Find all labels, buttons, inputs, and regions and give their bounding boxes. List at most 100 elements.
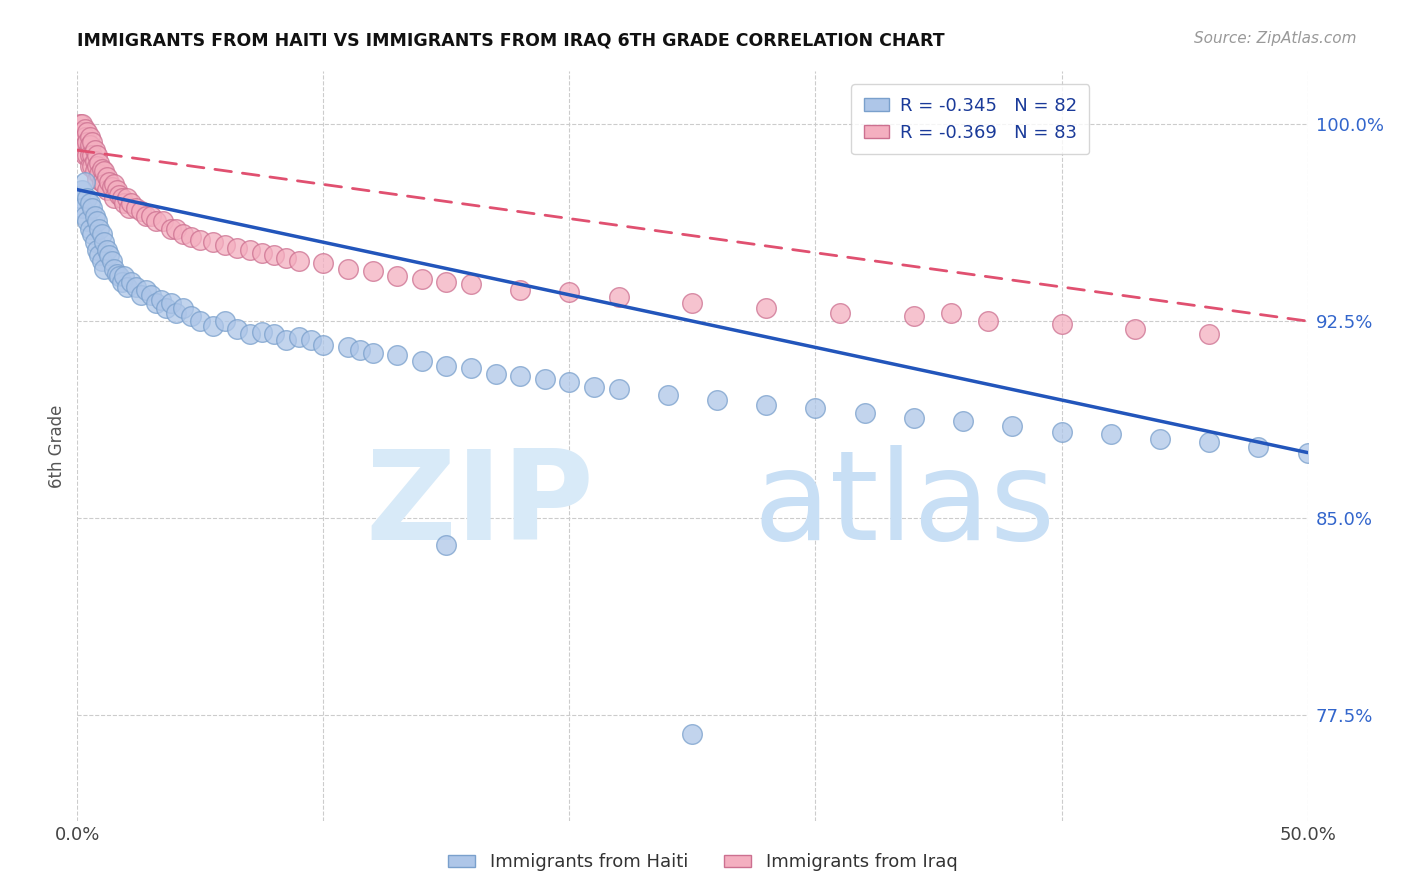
Point — [79, 138, 101, 153]
Point — [79, 195, 101, 210]
Point — [98, 248, 121, 262]
Point — [111, 275, 132, 289]
Point — [89, 248, 111, 262]
Point — [903, 309, 925, 323]
Point — [105, 267, 128, 281]
Point — [250, 325, 273, 339]
Point — [288, 253, 311, 268]
Point — [1001, 419, 1024, 434]
Point — [952, 414, 974, 428]
Point — [79, 159, 101, 173]
Point — [509, 283, 531, 297]
Point — [103, 190, 125, 204]
Point — [607, 290, 630, 304]
Point — [172, 301, 194, 315]
Point — [70, 183, 93, 197]
Point — [226, 322, 249, 336]
Point — [96, 243, 118, 257]
Point — [105, 183, 128, 197]
Point — [135, 209, 157, 223]
Point — [755, 301, 778, 315]
Point — [349, 343, 371, 357]
Point — [583, 380, 606, 394]
Point — [89, 167, 111, 181]
Point — [558, 285, 581, 300]
Point — [112, 195, 135, 210]
Point — [69, 130, 91, 145]
Point — [76, 125, 98, 139]
Point — [108, 269, 131, 284]
Point — [79, 148, 101, 162]
Point — [115, 190, 138, 204]
Point — [1099, 427, 1122, 442]
Point — [70, 136, 93, 150]
Point — [172, 227, 194, 242]
Point — [73, 148, 96, 162]
Point — [804, 401, 827, 415]
Point — [145, 295, 167, 310]
Point — [93, 178, 115, 192]
Point — [73, 209, 96, 223]
Point — [276, 333, 298, 347]
Point — [98, 175, 121, 189]
Point — [93, 261, 115, 276]
Point — [853, 406, 876, 420]
Point — [509, 369, 531, 384]
Point — [129, 203, 153, 218]
Point — [145, 214, 167, 228]
Y-axis label: 6th Grade: 6th Grade — [48, 404, 66, 488]
Point — [83, 235, 105, 250]
Point — [165, 306, 187, 320]
Point — [73, 122, 96, 136]
Point — [263, 248, 285, 262]
Point — [70, 117, 93, 131]
Point — [152, 214, 174, 228]
Point — [111, 190, 132, 204]
Point — [108, 188, 131, 202]
Point — [312, 256, 335, 270]
Point — [73, 138, 96, 153]
Point — [939, 306, 962, 320]
Point — [214, 238, 236, 252]
Point — [607, 383, 630, 397]
Point — [96, 183, 118, 197]
Point — [76, 190, 98, 204]
Text: ZIP: ZIP — [366, 445, 595, 566]
Point — [558, 375, 581, 389]
Point — [150, 293, 173, 307]
Point — [1050, 425, 1073, 439]
Point — [160, 222, 183, 236]
Point — [337, 261, 360, 276]
Point — [755, 398, 778, 412]
Point — [76, 214, 98, 228]
Point — [89, 156, 111, 170]
Point — [903, 411, 925, 425]
Point — [682, 295, 704, 310]
Point — [160, 295, 183, 310]
Point — [1296, 445, 1319, 459]
Point — [1050, 317, 1073, 331]
Point — [276, 251, 298, 265]
Point — [73, 130, 96, 145]
Point — [70, 201, 93, 215]
Point — [188, 314, 212, 328]
Point — [83, 209, 105, 223]
Point — [90, 161, 114, 176]
Point — [129, 288, 153, 302]
Point — [103, 178, 125, 192]
Point — [89, 222, 111, 236]
Point — [385, 348, 409, 362]
Legend: R = -0.345   N = 82, R = -0.369   N = 83: R = -0.345 N = 82, R = -0.369 N = 83 — [851, 84, 1090, 154]
Point — [76, 136, 98, 150]
Point — [1198, 435, 1220, 450]
Point — [86, 243, 108, 257]
Point — [118, 201, 141, 215]
Point — [96, 169, 118, 184]
Point — [361, 345, 384, 359]
Point — [86, 214, 108, 228]
Point — [460, 361, 482, 376]
Point — [90, 227, 114, 242]
Point — [93, 235, 115, 250]
Point — [112, 269, 135, 284]
Point — [385, 269, 409, 284]
